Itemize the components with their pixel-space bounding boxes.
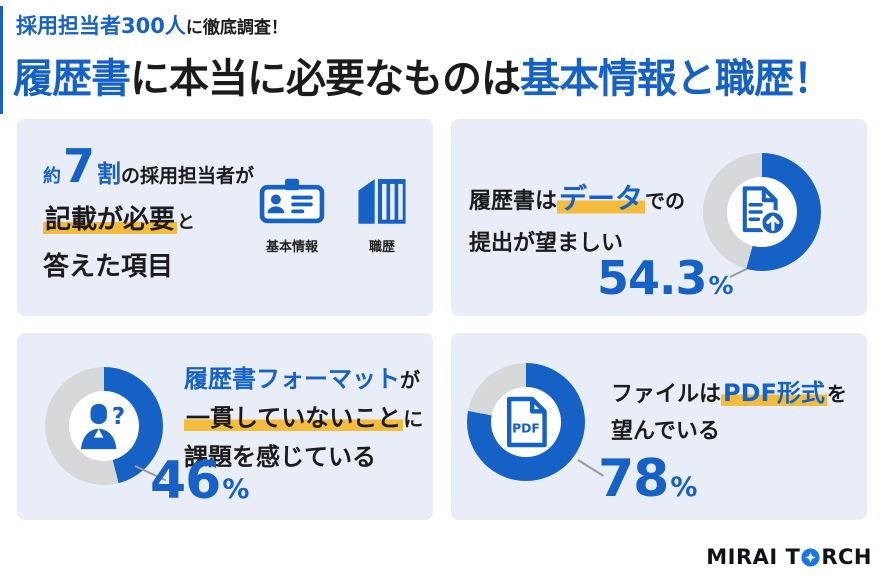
left-accent-bar [0,6,3,114]
required-entry-highlight: 記載が必要 [43,205,178,235]
pdf-percent-unit: % [670,472,698,503]
card-format-line1: 履歴書フォーマットが [184,361,423,400]
format-donut-chart: ? [45,367,163,485]
card-pdf-line1: ファイルはPDF形式を [611,375,847,414]
card-items-needed: 約 7 割 の採用担当者が 記載が必要と 答えた項目 [17,119,433,316]
work-history-item: 職歴 [353,175,411,255]
resume-wa-label: 履歴書は [469,189,558,214]
pdf-donut-chart: PDF [467,363,585,481]
title-black: に本当に必要なものは [130,56,521,102]
card-items-line1: 約 7 割 の採用担当者が [43,143,254,189]
page-title: 履歴書に本当に必要なものは基本情報と職歴！ [13,46,833,104]
logo-text-right: RCH [821,545,872,569]
card-format-line2: 一貫していないことに [184,400,423,439]
basic-info-item: 基本情報 [259,175,325,255]
deno-label: での [645,189,686,213]
card-data-line2: 提出が望ましい [469,231,624,256]
pdf-percent-number: 78 [598,449,669,509]
work-history-label: 職歴 [368,240,395,255]
pdf-percentage-value: 78 % [598,453,697,505]
approx-label: 約 [43,166,61,187]
title-blue-1: 履歴書 [13,56,131,102]
footer-logo: MIRAI T RCH [706,545,872,569]
kicker-rest: に徹底調査！ [185,18,288,38]
recruiters-label: の採用担当者が [121,165,255,187]
card-items-line3: 答えた項目 [43,252,174,282]
document-upload-icon [733,183,791,241]
card-data-submission: 履歴書はデータ での 提出が望ましい 54.3 % [451,119,867,316]
pdf-format-highlight: PDF形式 [721,379,827,407]
format-percent-number: 46 [150,451,221,511]
pdf-file-icon: PDF [503,394,549,450]
pdf-donut-hole: PDF [491,387,561,457]
resume-format-label: 履歴書フォーマット [184,365,400,393]
particle-ni: に [403,407,424,431]
file-wa-label: ファイルは [611,382,722,407]
person-question-icon: ? [75,399,133,453]
data-percent-number: 54.3 [597,251,707,305]
card-items-text: 約 7 割 の採用担当者が 記載が必要と 答えた項目 [43,143,254,283]
logo-text-left: MIRAI T [706,545,801,569]
pdf-badge-text: PDF [512,422,540,436]
torch-flame-icon [801,547,820,567]
title-blue-2: 基本情報と職歴！ [520,56,833,102]
building-icon [353,175,411,227]
card-format-text: 履歴書フォーマットが 一貫していないことに 課題を感じている [184,361,423,476]
data-highlight: データ [557,182,646,215]
format-donut-hole: ? [69,391,139,461]
seventy-percent-number: 7 [63,139,96,193]
kicker-highlight: 採用担当者300人 [16,14,186,38]
data-donut-chart [703,153,821,271]
kicker-line: 採用担当者300人 に徹底調査！ [16,10,288,40]
data-percentage-value: 54.3 % [597,255,734,301]
card-items-line2: 記載が必要と [43,199,254,236]
card-items-icons: 基本情報 職歴 [259,175,411,255]
inconsistent-highlight: 一貫していないこと [184,404,404,432]
id-card-icon [259,175,325,227]
particle-wo: を [826,382,847,406]
card-pdf-line2: 望んでいる [611,419,720,444]
format-percentage-value: 46 % [150,455,249,507]
data-percent-unit: % [708,271,734,300]
card-format-issue: ? 履歴書フォーマットが 一貫していないことに 課題を感じている 46 % [17,333,433,520]
basic-info-label: 基本情報 [265,240,318,255]
card-pdf-preference: PDF ファイルはPDF形式を 望んでいる 78 % [451,333,867,520]
card-format-line3: 課題を感じている [184,443,376,471]
card-data-line1: 履歴書はデータ での [469,177,685,217]
question-mark: ? [112,404,125,430]
card-pdf-text: ファイルはPDF形式を 望んでいる [611,375,847,450]
counter-label: 割 [97,160,122,188]
format-percent-unit: % [222,474,250,505]
particle-ga: が [400,368,420,392]
data-donut-hole [727,177,797,247]
card-data-text: 履歴書はデータ での 提出が望ましい [469,177,685,257]
particle-to: と [177,212,196,233]
